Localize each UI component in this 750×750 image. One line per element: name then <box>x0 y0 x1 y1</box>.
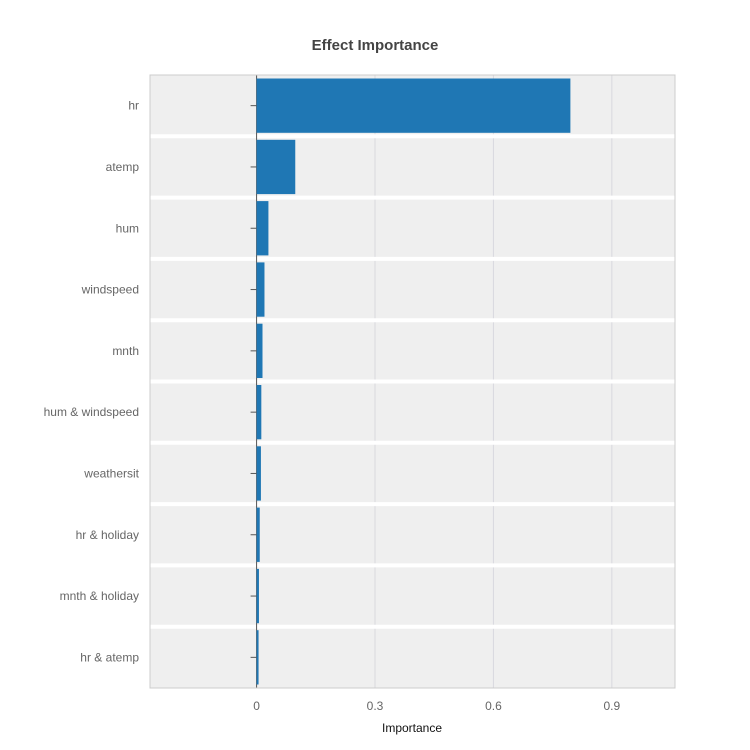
bars <box>256 78 571 685</box>
category-label-3: windspeed <box>81 283 139 297</box>
category-label-1: atemp <box>106 160 140 174</box>
x-tick-label-0: 0 <box>253 699 260 713</box>
category-label-6: weathersit <box>83 466 139 480</box>
bar-1 <box>256 139 296 195</box>
bar-4 <box>256 323 263 378</box>
category-label-7: hr & holiday <box>76 528 139 542</box>
y-axis-labels: hr atemp hum windspeed mnth hum & windspeed we… <box>44 99 140 665</box>
category-label-8: mnth & holiday <box>60 589 139 603</box>
category-label-2: hum <box>116 221 139 235</box>
y-axis-ticks <box>250 105 257 658</box>
x-axis-title: Importance <box>382 721 442 735</box>
x-tick-label-1: 0.3 <box>367 699 384 713</box>
bar-2 <box>256 201 269 256</box>
row-separators <box>150 134 675 629</box>
bar-9 <box>256 630 259 685</box>
category-label-9: hr & atemp <box>80 650 139 664</box>
bar-7 <box>256 507 260 562</box>
x-axis-tick-labels: 0 0.3 0.6 0.9 <box>253 699 620 713</box>
category-label-5: hum & windspeed <box>44 405 139 419</box>
bar-5 <box>256 385 262 440</box>
category-label-0: hr <box>128 99 139 113</box>
bar-0 <box>256 78 571 133</box>
bar-8 <box>256 568 259 624</box>
category-label-4: mnth <box>112 344 139 358</box>
chart-title: Effect Importance <box>312 37 439 54</box>
plot-frame <box>149 74 676 689</box>
x-tick-label-2: 0.6 <box>485 699 502 713</box>
bar-3 <box>256 262 265 317</box>
bar-6 <box>256 446 261 501</box>
x-tick-label-3: 0.9 <box>603 699 620 713</box>
